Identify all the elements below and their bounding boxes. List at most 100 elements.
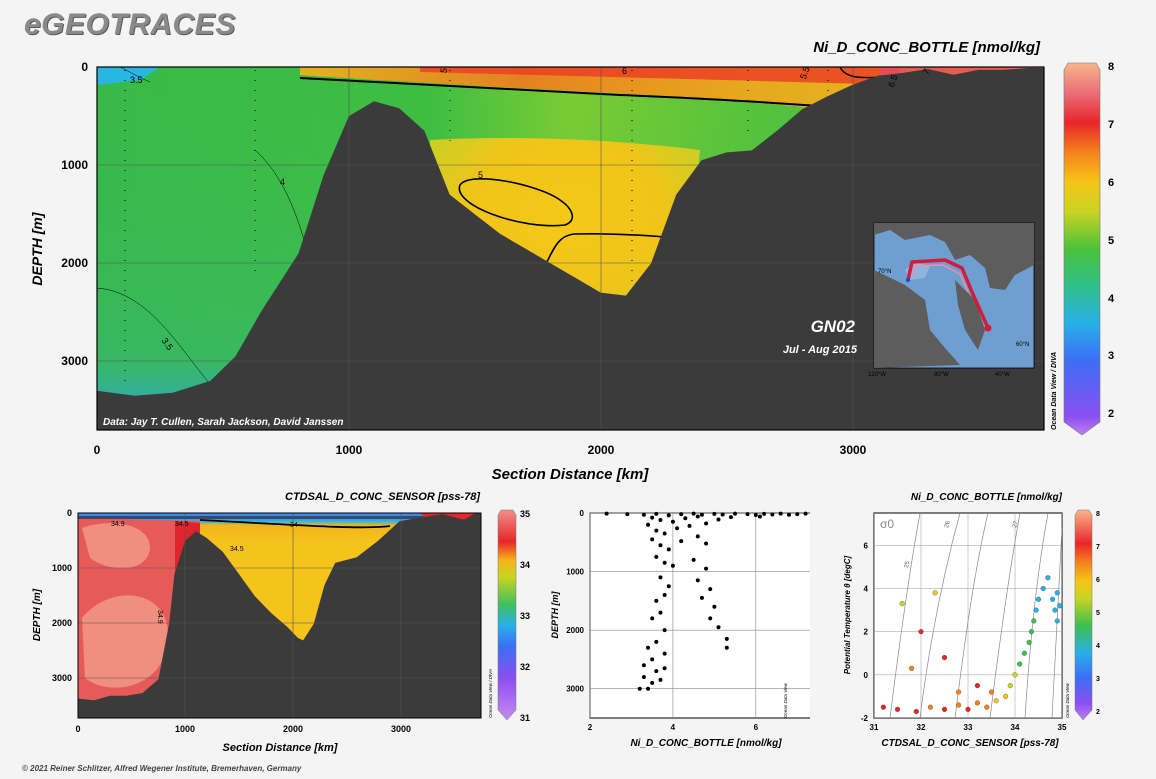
data-point	[728, 515, 733, 520]
svg-text:33: 33	[520, 611, 530, 621]
data-credit: Data: Jay T. Cullen, Sarah Jackson, Davi…	[103, 417, 343, 428]
salinity-bathymetry	[78, 513, 481, 718]
data-point	[993, 698, 999, 704]
data-point	[965, 706, 971, 712]
data-point	[704, 566, 709, 571]
svg-text:8: 8	[1096, 511, 1100, 518]
data-point	[695, 578, 700, 583]
data-point	[909, 665, 915, 671]
main-colorbar: 8 7 6 5 4 3 2 Ocean Data View / DIVA	[1051, 61, 1115, 436]
svg-text:34: 34	[290, 522, 298, 529]
data-point	[683, 516, 688, 521]
svg-text:3000: 3000	[52, 673, 72, 683]
data-point	[778, 511, 783, 516]
data-point	[786, 512, 791, 517]
data-point	[666, 513, 671, 518]
data-point	[1054, 618, 1060, 624]
main-x-ticks: 0 1000 2000 3000	[94, 443, 867, 457]
data-point	[641, 512, 646, 517]
data-point	[956, 689, 962, 695]
data-point	[724, 645, 729, 650]
data-point	[704, 541, 709, 546]
svg-text:7: 7	[1096, 544, 1100, 551]
ni-depth-scatter: 2 4 6 0 1000 2000 3000 Ni_D_CONC_BOTTLE [nmol/…	[550, 509, 810, 749]
svg-text:3000: 3000	[840, 443, 867, 457]
data-point	[708, 616, 713, 621]
data-point	[1033, 607, 1039, 613]
data-point	[646, 522, 651, 527]
salinity-colorbar: 35 34 33 32 31 Ocean Data View / DIVA	[488, 509, 530, 723]
data-point	[974, 683, 980, 689]
main-x-label: Section Distance [km]	[492, 466, 650, 483]
data-point	[1052, 607, 1058, 613]
x-tick-label: 35	[1058, 723, 1067, 732]
svg-text:1000: 1000	[52, 563, 72, 573]
ts-x-label: CTDSAL_D_CONC_SENSOR [pss-78]	[881, 738, 1059, 749]
x-tick-label: 2	[588, 723, 593, 732]
data-point	[666, 584, 671, 589]
x-tick-label: 34	[1011, 723, 1020, 732]
data-point	[913, 708, 919, 715]
data-point	[646, 645, 651, 650]
data-point	[704, 521, 709, 526]
odv-label: Ocean Data View / DIVA	[1051, 352, 1058, 430]
data-point	[716, 517, 721, 522]
main-bathymetry	[97, 67, 1044, 430]
data-point	[650, 616, 655, 621]
svg-text:0: 0	[94, 443, 101, 457]
main-section-chart: Ni_D_CONC_BOTTLE [nmol/kg]	[29, 39, 1115, 483]
svg-text:4: 4	[1108, 293, 1115, 305]
x-tick-label: 31	[870, 723, 879, 732]
ts-diagram: Ni_D_CONC_BOTTLE [nmol/kg] 25 26 27 σ0 3…	[843, 492, 1100, 749]
svg-text:Ocean Data View: Ocean Data View	[783, 682, 788, 718]
data-point	[1040, 585, 1046, 592]
data-point	[880, 704, 886, 710]
svg-text:0: 0	[75, 724, 80, 734]
y-tick-label: 0	[864, 671, 869, 680]
ts-colorbar: 8 7 6 5 4 3 2 Ocean Data View	[1065, 509, 1100, 721]
svg-text:0: 0	[67, 508, 72, 518]
contour-3-5-surface	[119, 67, 151, 83]
inset-map: 70°N 60°N 120°W 80°W 40°W	[868, 222, 1035, 378]
data-point	[654, 554, 659, 559]
svg-text:34.9: 34.9	[111, 521, 125, 528]
data-point	[658, 610, 663, 615]
svg-text:27: 27	[1012, 520, 1020, 529]
data-point	[927, 704, 933, 710]
svg-text:4: 4	[1096, 643, 1100, 650]
svg-text:32: 32	[520, 662, 530, 672]
svg-text:3: 3	[1108, 350, 1114, 362]
data-point	[733, 511, 738, 516]
svg-text:2000: 2000	[283, 724, 303, 734]
main-y-label: DEPTH [m]	[29, 211, 45, 285]
data-point	[745, 512, 750, 517]
station-dots	[124, 70, 829, 390]
inset-lat-label: 60°N	[1016, 342, 1029, 348]
ts-points	[880, 575, 1062, 715]
data-point	[941, 655, 948, 661]
svg-text:2000: 2000	[61, 256, 88, 270]
y-tick-label: 6	[864, 541, 869, 550]
svg-text:3000: 3000	[61, 354, 88, 368]
svg-text:34.5: 34.5	[175, 521, 189, 528]
data-point	[662, 628, 667, 633]
svg-text:1000: 1000	[61, 158, 88, 172]
isopycnals	[889, 513, 1062, 718]
salinity-title: CTDSAL_D_CONC_SENSOR [pss-78]	[285, 491, 480, 503]
data-point	[1021, 650, 1027, 656]
svg-text:1000: 1000	[336, 443, 363, 457]
contour-label: 5	[478, 170, 483, 180]
y-tick-label: 2000	[566, 626, 584, 635]
data-point	[650, 515, 655, 520]
svg-text:2: 2	[1108, 408, 1114, 420]
svg-text:3000: 3000	[391, 724, 411, 734]
contour-label: 6.5	[886, 73, 900, 88]
svg-text:5: 5	[1108, 235, 1114, 247]
y-tick-label: 1000	[566, 568, 584, 577]
x-tick-label: 33	[964, 723, 973, 732]
y-tick-label: 4	[864, 585, 869, 594]
x-tick-label: 6	[754, 723, 759, 732]
inset-lon-label: 120°W	[868, 372, 886, 378]
data-point	[604, 511, 609, 516]
contour-label: 7	[921, 67, 932, 76]
